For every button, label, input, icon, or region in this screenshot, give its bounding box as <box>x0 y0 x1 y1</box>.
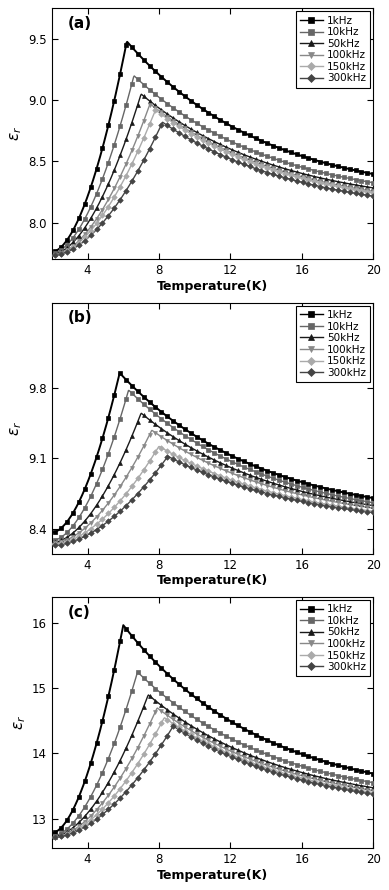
Legend: 1kHz, 10kHz, 50kHz, 100kHz, 150kHz, 300kHz: 1kHz, 10kHz, 50kHz, 100kHz, 150kHz, 300k… <box>296 600 370 676</box>
X-axis label: Temperature(K): Temperature(K) <box>157 574 268 587</box>
Text: (a): (a) <box>68 16 92 31</box>
Text: (b): (b) <box>68 311 93 325</box>
Legend: 1kHz, 10kHz, 50kHz, 100kHz, 150kHz, 300kHz: 1kHz, 10kHz, 50kHz, 100kHz, 150kHz, 300k… <box>296 12 370 87</box>
X-axis label: Temperature(K): Temperature(K) <box>157 280 268 293</box>
Y-axis label: $\varepsilon_r$: $\varepsilon_r$ <box>8 421 24 436</box>
Y-axis label: $\varepsilon_r$: $\varepsilon_r$ <box>12 715 28 730</box>
X-axis label: Temperature(K): Temperature(K) <box>157 869 268 882</box>
Text: (c): (c) <box>68 604 91 619</box>
Legend: 1kHz, 10kHz, 50kHz, 100kHz, 150kHz, 300kHz: 1kHz, 10kHz, 50kHz, 100kHz, 150kHz, 300k… <box>296 306 370 382</box>
Y-axis label: $\varepsilon_r$: $\varepsilon_r$ <box>9 126 24 142</box>
